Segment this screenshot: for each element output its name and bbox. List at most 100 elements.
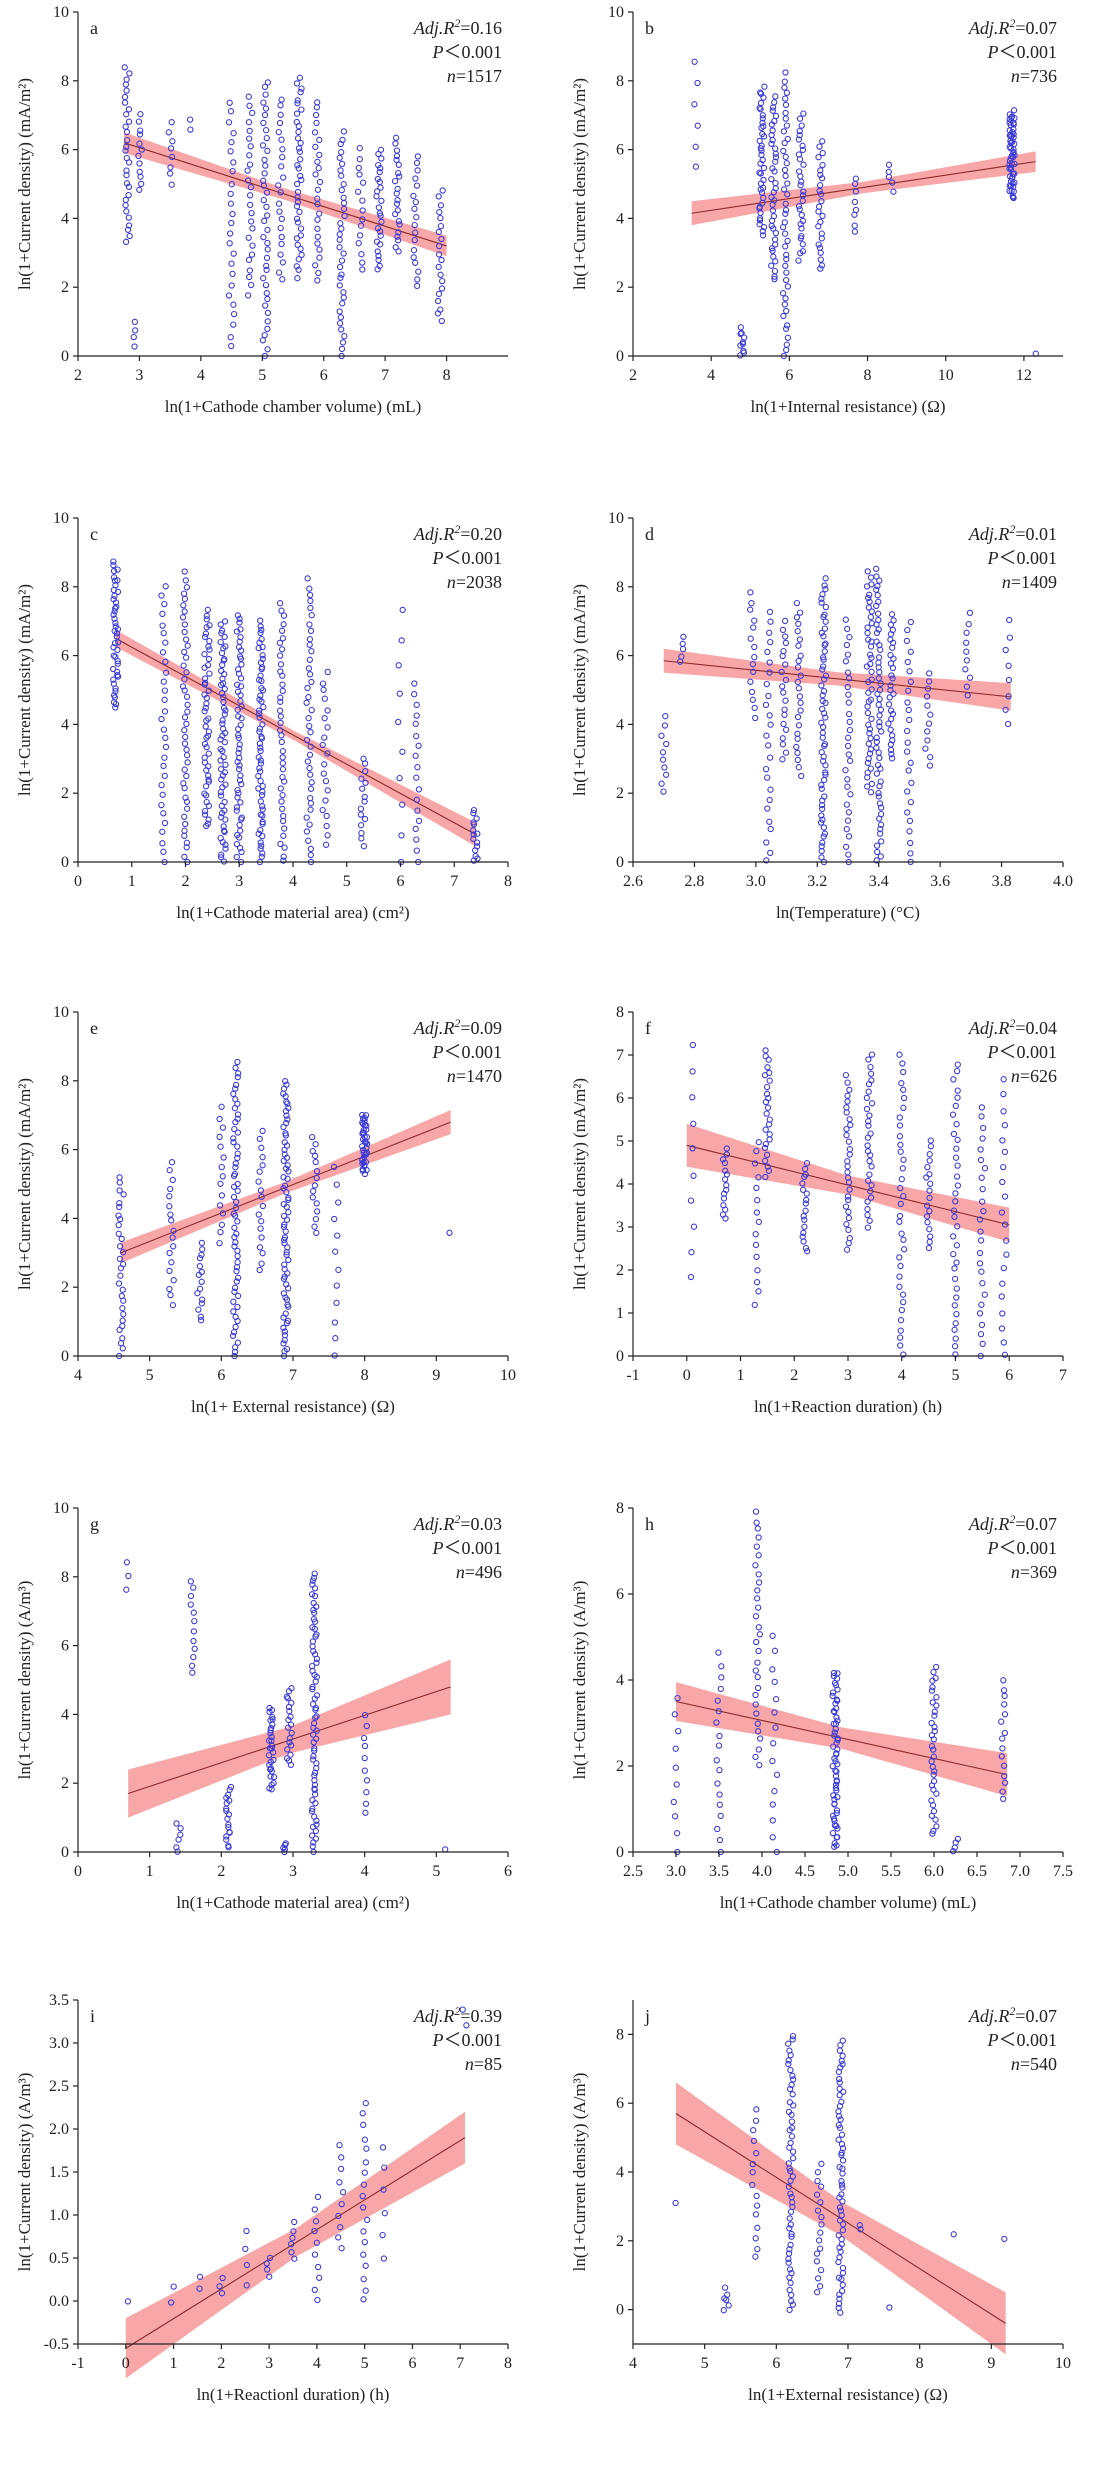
y-tick-label: 4: [616, 2164, 624, 2181]
data-point: [838, 2191, 845, 2198]
data-point: [755, 1579, 763, 1586]
data-point: [720, 2307, 727, 2314]
data-point: [395, 161, 402, 168]
data-point: [261, 170, 268, 177]
data-point: [794, 628, 801, 635]
data-point: [788, 2133, 796, 2140]
x-tick-label: 8: [504, 873, 512, 890]
data-point: [311, 2206, 318, 2213]
data-point: [281, 844, 288, 851]
y-tick-label: 0: [61, 1844, 69, 1861]
x-tick-label: 5: [361, 2355, 369, 2372]
data-point: [204, 732, 212, 740]
data-point: [760, 123, 767, 130]
data-point: [195, 1306, 202, 1313]
data-point: [1001, 1711, 1009, 1718]
data-point: [340, 250, 347, 257]
data-point: [838, 2287, 846, 2295]
panel-letter-j: j: [644, 2006, 650, 2026]
data-point: [671, 1813, 679, 1820]
data-point: [672, 2199, 679, 2207]
data-point: [907, 850, 914, 857]
data-point: [1004, 720, 1012, 728]
data-point: [838, 2181, 846, 2188]
data-point: [306, 722, 313, 730]
data-point: [255, 707, 263, 714]
data-point: [267, 1773, 274, 1780]
data-point: [787, 2190, 794, 2197]
data-point: [814, 2177, 821, 2185]
data-point: [819, 757, 827, 765]
data-point: [225, 1842, 232, 1849]
y-tick-label: -0.5: [44, 2336, 69, 2353]
data-point: [1011, 160, 1018, 168]
data-point: [867, 1130, 874, 1137]
data-point: [852, 206, 860, 214]
data-point: [867, 1063, 874, 1071]
data-point: [277, 224, 284, 232]
data-point: [688, 1249, 695, 1256]
data-point: [311, 2251, 319, 2258]
data-point: [816, 244, 824, 251]
y-tick-label: 1.5: [49, 2164, 69, 2181]
data-point: [782, 101, 790, 109]
data-point: [658, 732, 665, 739]
data-point: [780, 147, 787, 155]
data-point: [844, 1163, 851, 1170]
data-point: [248, 251, 256, 258]
x-tick-label: 3.6: [930, 873, 950, 890]
data-point: [232, 1085, 239, 1092]
data-point: [437, 202, 445, 209]
data-point: [264, 147, 271, 155]
data-point: [814, 2207, 822, 2214]
data-point: [257, 1225, 264, 1232]
y-tick-label: 4: [616, 1672, 624, 1689]
y-axis-label-f: ln(1+Current density) (mA/m²): [570, 1078, 589, 1290]
data-point: [764, 1163, 771, 1170]
data-point: [671, 1711, 678, 1718]
data-point: [794, 664, 802, 671]
data-point: [340, 199, 348, 207]
data-point: [839, 2198, 846, 2205]
data-point: [395, 662, 402, 669]
data-point: [749, 2160, 756, 2168]
data-point: [266, 2254, 274, 2262]
data-point: [257, 798, 264, 805]
data-point: [266, 1704, 273, 1712]
data-point: [338, 160, 346, 168]
data-point: [659, 756, 667, 763]
data-point: [795, 151, 803, 158]
data-point: [789, 2091, 796, 2098]
data-point: [234, 794, 241, 801]
data-point: [220, 1154, 227, 1161]
data-point: [873, 842, 881, 849]
data-point: [979, 1185, 986, 1193]
data-point: [249, 242, 256, 249]
data-point: [232, 1081, 240, 1089]
data-point: [818, 805, 826, 813]
data-point: [257, 811, 264, 818]
data-point: [255, 1178, 262, 1185]
data-point: [306, 591, 314, 599]
data-point: [278, 163, 285, 170]
y-axis-label-h: ln(1+Current density) (A/m³): [570, 1581, 589, 1780]
n-count-d: n=1409: [1002, 572, 1057, 592]
data-point: [740, 347, 747, 355]
data-point: [291, 2218, 298, 2226]
data-point: [277, 840, 284, 848]
data-point: [843, 801, 851, 808]
data-point: [293, 215, 301, 222]
x-axis-label-j: ln(1+External resistance) (Ω): [748, 2385, 948, 2404]
data-point: [415, 268, 422, 275]
data-point: [782, 276, 790, 284]
data-point: [166, 1193, 173, 1200]
n-count-h: n=369: [1011, 1562, 1057, 1582]
data-point: [906, 668, 913, 675]
data-point: [294, 188, 302, 196]
data-point: [771, 236, 779, 243]
data-point: [281, 1221, 288, 1228]
data-point: [293, 235, 301, 242]
data-point: [846, 1116, 853, 1123]
data-point: [256, 1168, 263, 1175]
data-point: [320, 770, 327, 777]
